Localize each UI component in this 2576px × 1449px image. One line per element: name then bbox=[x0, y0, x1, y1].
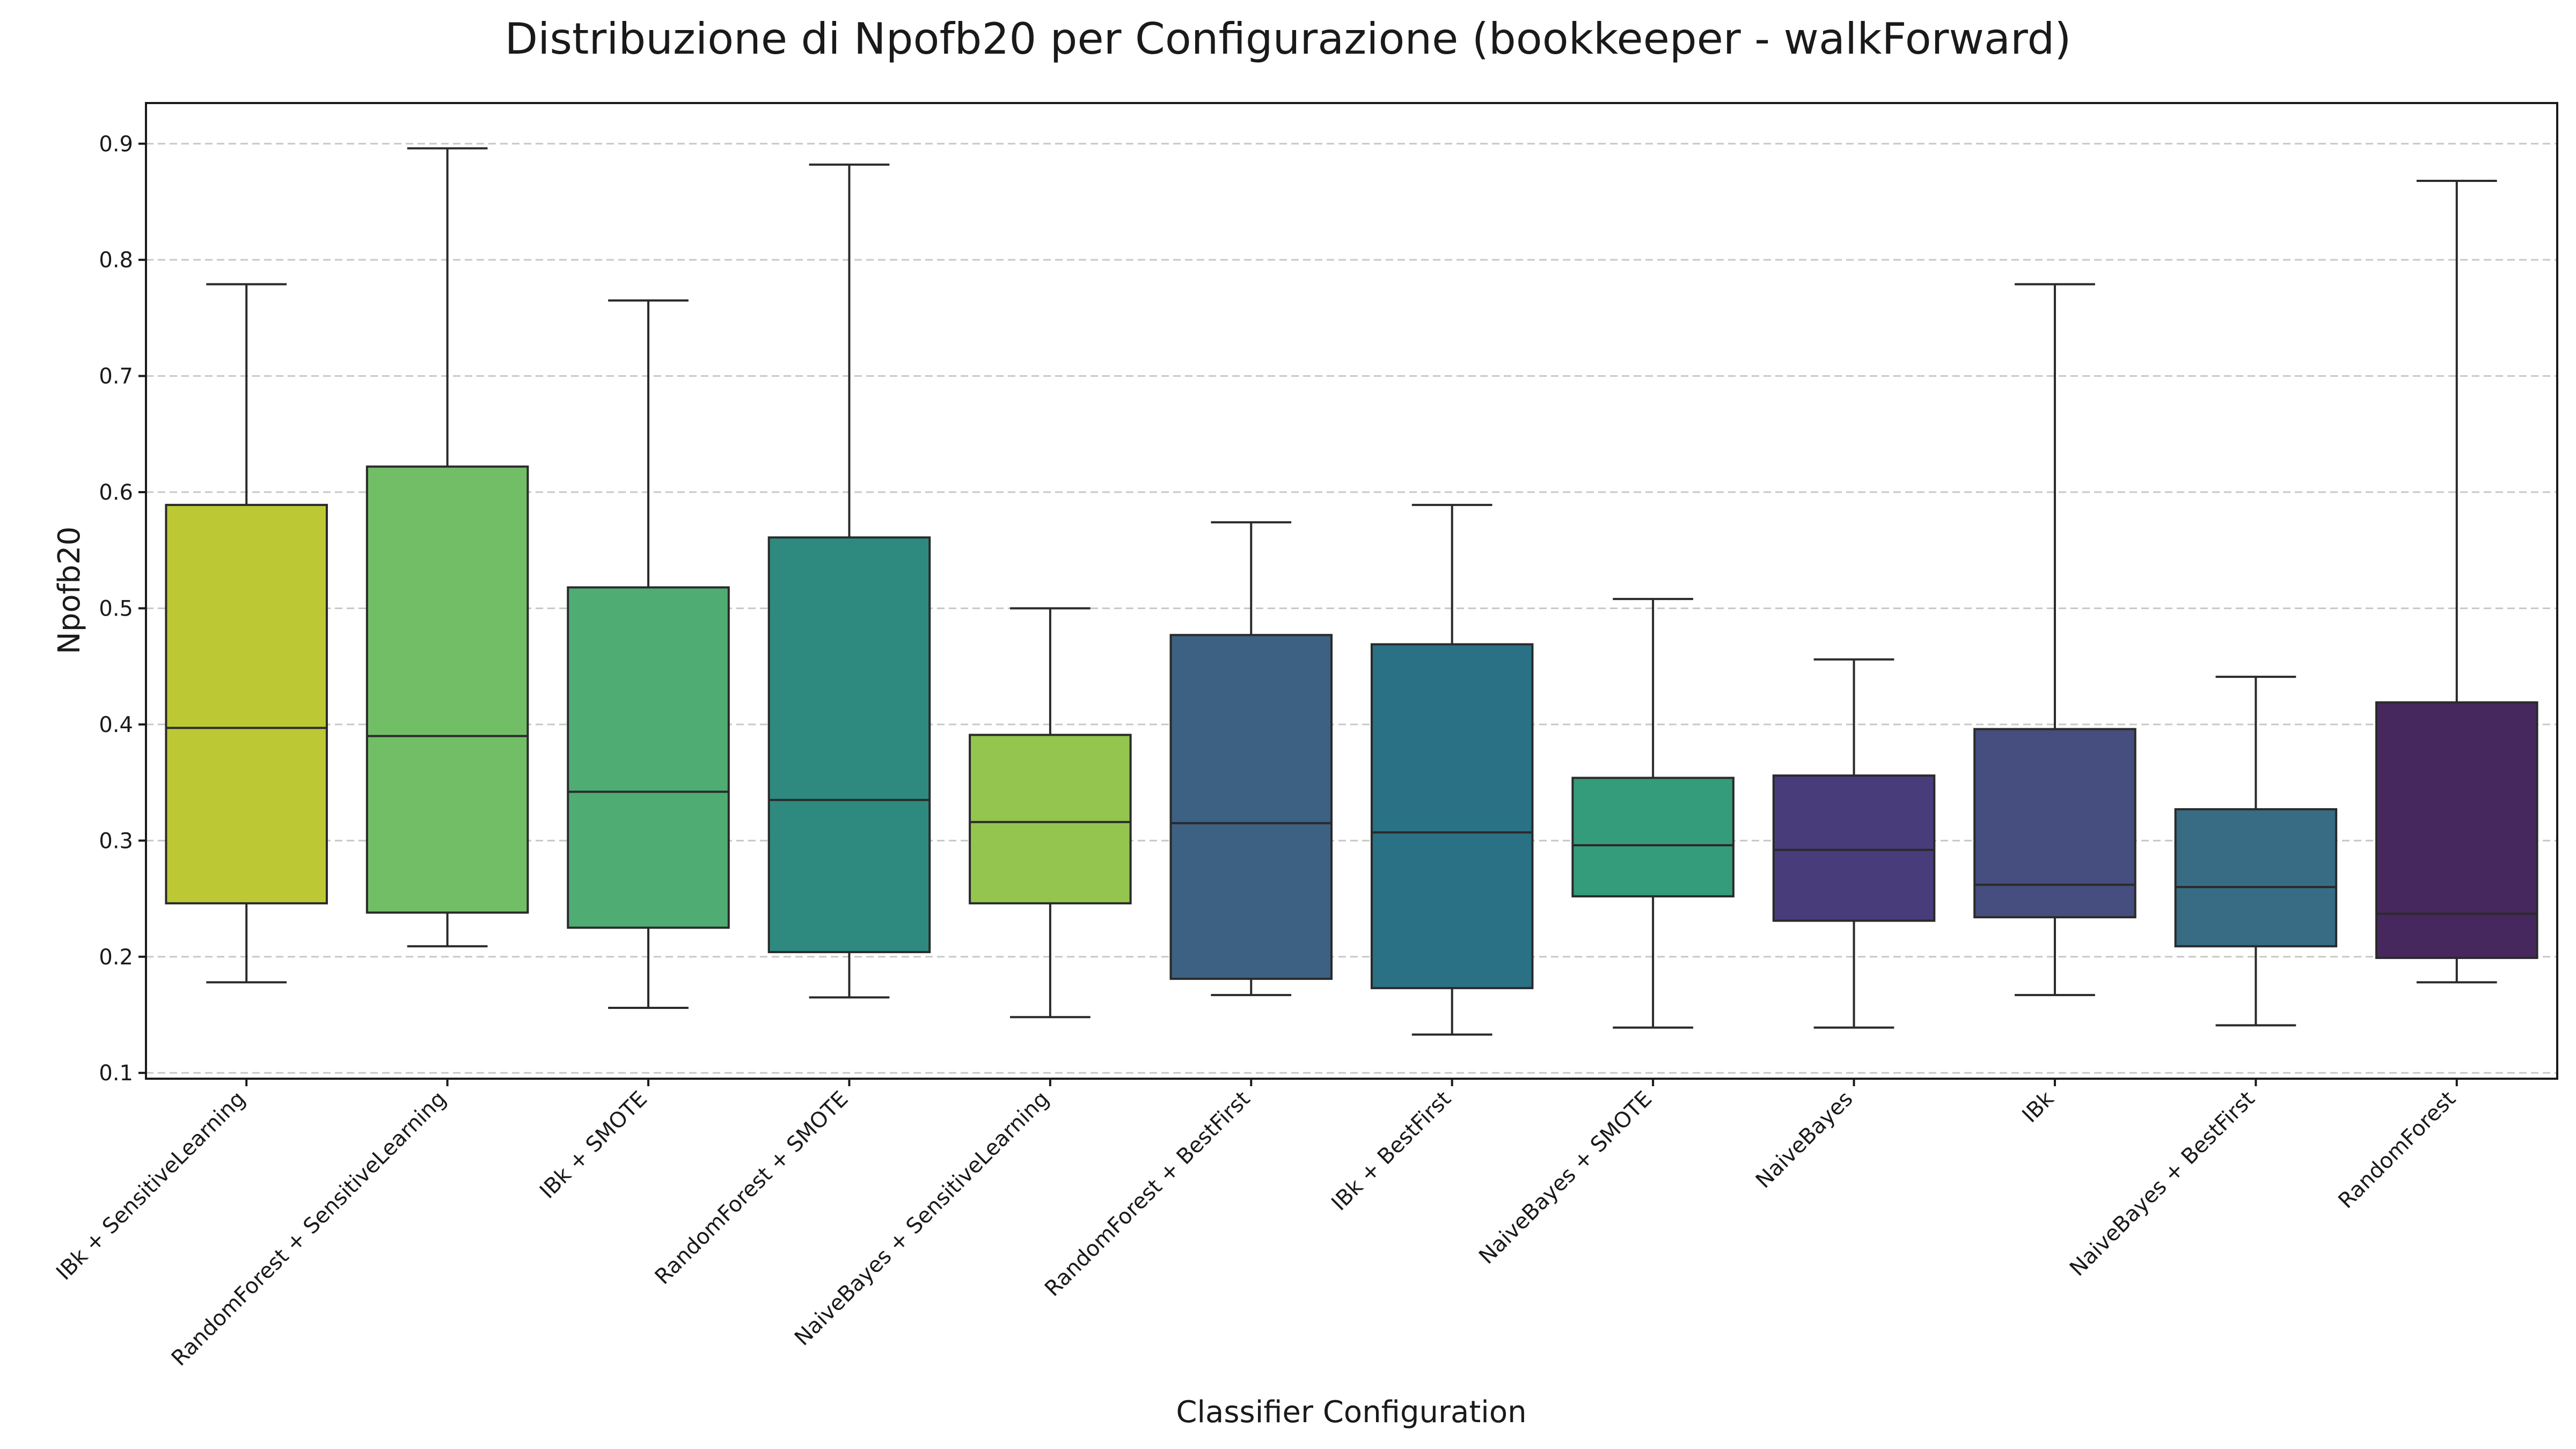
iqr-box bbox=[2375, 701, 2538, 959]
grid-layer bbox=[146, 143, 2557, 1074]
x-tick-label: IBk bbox=[2017, 1086, 2059, 1128]
iqr-box bbox=[1772, 774, 1936, 922]
box-group bbox=[165, 283, 328, 984]
y-tick-label: 0.8 bbox=[99, 248, 133, 273]
box-group bbox=[2375, 180, 2538, 984]
y-axis-ticks: 0.1 0.2 0.3 0.4 0.5 0.6 0.7 0.8 0.9 bbox=[99, 132, 146, 1086]
iqr-box bbox=[969, 734, 1132, 905]
y-tick-label: 0.6 bbox=[99, 480, 133, 505]
x-axis-label: Classifier Configuration bbox=[1176, 1395, 1526, 1430]
iqr-box bbox=[365, 465, 529, 914]
x-tick-label: NaiveBayes bbox=[1751, 1087, 1858, 1194]
box-group bbox=[969, 607, 1132, 1019]
box-group bbox=[1772, 658, 1936, 1029]
x-tick-label: RandomForest + BestFirst bbox=[1040, 1087, 1255, 1301]
box-group bbox=[567, 299, 730, 1009]
iqr-box bbox=[767, 536, 931, 954]
x-tick-label: RandomForest + SMOTE bbox=[650, 1087, 853, 1290]
plot-frame bbox=[145, 102, 2558, 1080]
iqr-box bbox=[1973, 728, 2136, 919]
iqr-box bbox=[567, 586, 730, 929]
box-group bbox=[2174, 676, 2338, 1027]
iqr-box bbox=[2174, 808, 2338, 948]
box-group bbox=[1169, 521, 1333, 997]
x-tick-label: RandomForest bbox=[2333, 1087, 2460, 1213]
iqr-box bbox=[1169, 634, 1333, 980]
y-tick-label: 0.1 bbox=[99, 1061, 133, 1086]
box-group bbox=[365, 147, 529, 948]
chart-title: Distribuzione di Npofb20 per Configurazi… bbox=[505, 14, 2072, 64]
x-tick-label: NaiveBayes + SMOTE bbox=[1474, 1087, 1657, 1269]
box-group bbox=[1370, 503, 1534, 1036]
x-tick-label: IBk + BestFirst bbox=[1327, 1087, 1455, 1216]
y-tick-label: 0.4 bbox=[99, 713, 133, 737]
box-group bbox=[1973, 283, 2136, 997]
y-tick-label: 0.5 bbox=[99, 596, 133, 621]
iqr-box bbox=[165, 503, 328, 905]
y-tick-label: 0.2 bbox=[99, 945, 133, 970]
y-axis-label: Npofb20 bbox=[52, 526, 87, 654]
boxes-layer bbox=[165, 147, 2538, 1036]
x-tick-label: IBk + SensitiveLearning bbox=[52, 1087, 250, 1285]
box-group bbox=[767, 163, 931, 999]
x-tick-label: IBk + SMOTE bbox=[535, 1087, 652, 1204]
y-tick-label: 0.3 bbox=[99, 829, 133, 853]
y-tick-label: 0.7 bbox=[99, 364, 133, 389]
iqr-box bbox=[1370, 643, 1534, 990]
x-tick-label: NaiveBayes + BestFirst bbox=[2065, 1087, 2259, 1281]
y-tick-label: 0.9 bbox=[99, 132, 133, 157]
iqr-box bbox=[1571, 777, 1735, 898]
box-group bbox=[1571, 598, 1735, 1029]
